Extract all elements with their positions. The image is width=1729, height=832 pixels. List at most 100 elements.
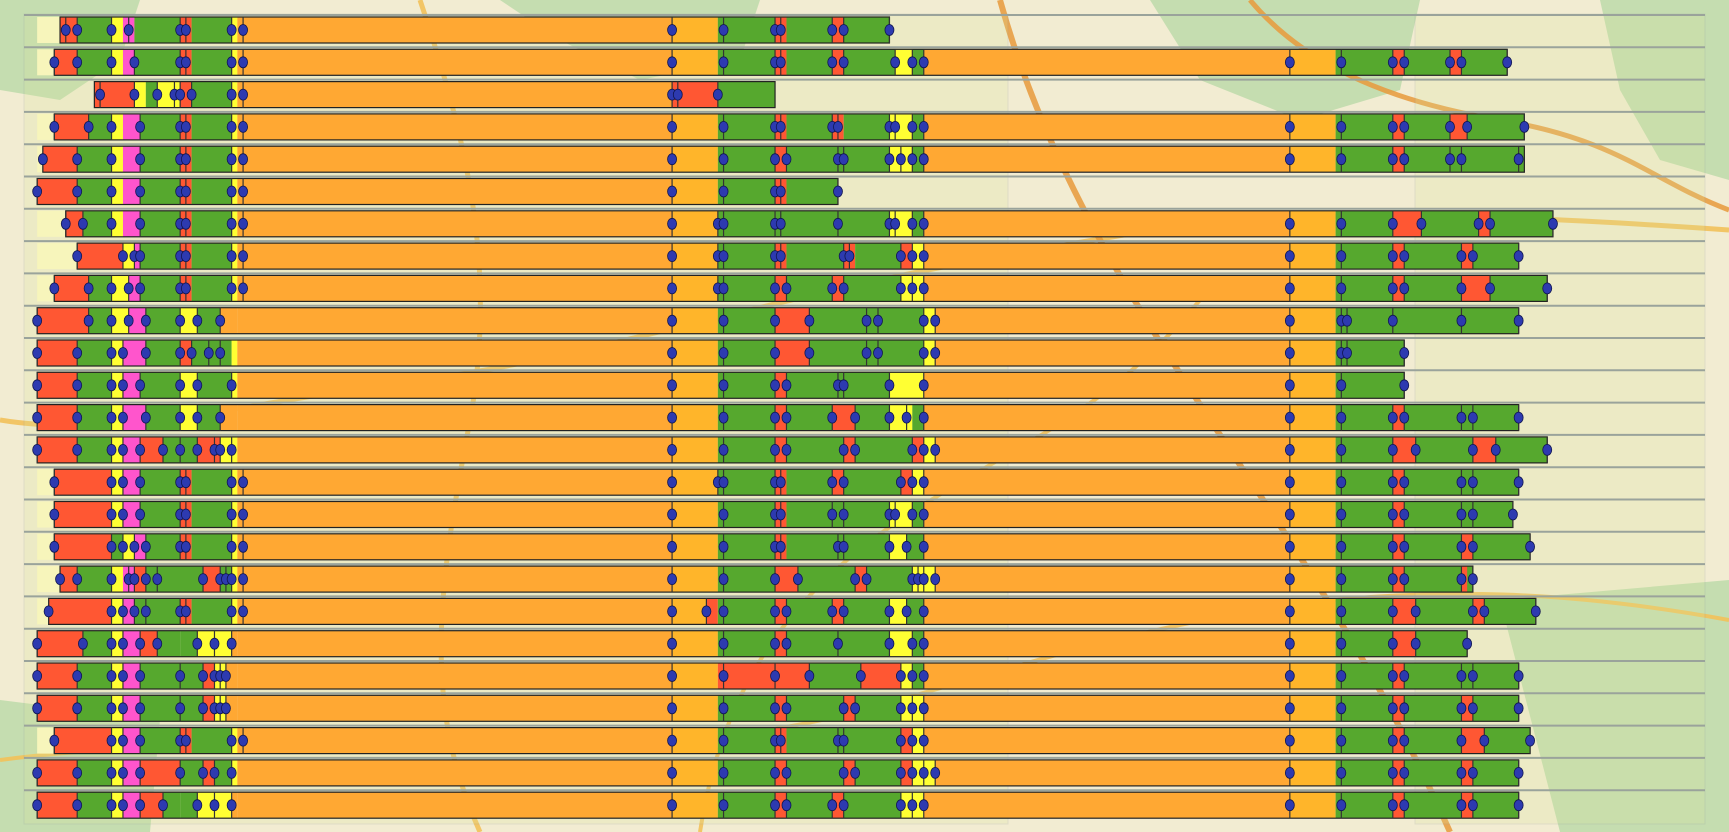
stop-node (770, 637, 780, 650)
stop-node (175, 314, 186, 327)
stop-node (140, 540, 151, 553)
segment-red (775, 695, 787, 722)
segment-cream (37, 113, 55, 140)
stop-node (175, 767, 186, 779)
stop-node (1336, 153, 1347, 166)
segment-red (37, 663, 78, 689)
stop-node (226, 637, 237, 650)
stop-node (918, 379, 929, 392)
segment-green (1404, 792, 1462, 819)
stop-node (1513, 411, 1524, 424)
stop-node (1284, 443, 1295, 456)
segment-green (786, 436, 844, 463)
stop-node (1456, 734, 1467, 747)
stop-node (1387, 56, 1398, 69)
segment-green (1415, 436, 1473, 463)
stop-node (833, 185, 843, 198)
segment-green (145, 566, 158, 593)
stop-node (209, 767, 220, 779)
segment-gold (672, 533, 718, 560)
stop-node (850, 767, 861, 779)
segment-orange (237, 17, 673, 43)
stop-node (1387, 153, 1398, 166)
segment-gold (672, 275, 718, 302)
stop-node (1467, 476, 1478, 489)
segment-yellow (889, 630, 913, 657)
stop-node (198, 767, 208, 779)
stop-node (175, 443, 186, 456)
stop-node (781, 799, 792, 812)
stop-node (890, 121, 901, 133)
stop-node (226, 185, 237, 198)
stop-node (1467, 508, 1478, 521)
stop-node (718, 185, 729, 198)
segment-orange (237, 81, 673, 108)
stop-node (238, 540, 248, 553)
segment-orange (923, 372, 1290, 399)
stop-node (180, 476, 191, 489)
segment-red (180, 340, 192, 366)
stop-node (72, 250, 83, 263)
stop-node (1410, 637, 1421, 650)
segment-red (1461, 759, 1473, 786)
stop-node (1336, 121, 1347, 133)
stop-node (238, 250, 248, 263)
segment-orange (923, 469, 1290, 496)
stop-node (1387, 282, 1398, 295)
stop-node (83, 314, 94, 327)
segment-pink (122, 792, 141, 819)
stop-node (238, 282, 248, 295)
segment-pink (122, 404, 146, 431)
stop-node (118, 411, 128, 424)
timeline-row (24, 401, 1705, 432)
stop-node (718, 379, 729, 392)
segment-red (1392, 630, 1416, 657)
stop-node (1336, 411, 1347, 424)
stop-node (672, 88, 683, 101)
segment-green (1404, 404, 1462, 431)
stop-node (890, 508, 901, 521)
stop-node (907, 217, 918, 230)
segment-red (203, 695, 215, 722)
stop-node (1456, 573, 1467, 585)
segment-pink (122, 146, 141, 173)
segment-pink (122, 436, 141, 463)
stop-node (895, 734, 906, 747)
segment-green (786, 372, 838, 399)
stop-node (106, 670, 117, 682)
segment-green (1415, 630, 1468, 657)
segment-green (197, 307, 221, 334)
stop-node (895, 767, 906, 779)
stop-node (192, 314, 203, 327)
stop-node (1508, 508, 1518, 521)
stop-node (1387, 767, 1398, 779)
segment-red (37, 404, 78, 431)
stop-node (1525, 734, 1535, 747)
segment-pink (122, 727, 141, 754)
stop-node (158, 443, 168, 456)
stop-node (775, 508, 786, 521)
stop-node (918, 121, 929, 133)
stop-node (32, 185, 43, 198)
segment-yellow (912, 469, 924, 496)
stop-node (1336, 767, 1347, 779)
stop-node (1284, 347, 1295, 359)
stop-node (175, 379, 186, 392)
stop-node (106, 24, 117, 36)
segment-green (1404, 469, 1462, 496)
stop-node (804, 314, 815, 327)
segment-gold (1289, 630, 1336, 657)
segment-red (855, 566, 867, 593)
segment-gold (672, 404, 718, 431)
stop-node (1456, 56, 1467, 69)
segment-yellow (111, 436, 123, 463)
segment-red (1461, 533, 1473, 560)
stop-node (1399, 282, 1410, 295)
segment-yellow (923, 436, 936, 463)
stop-node (838, 702, 849, 715)
segment-green (77, 49, 112, 76)
segment-yellow (111, 307, 129, 334)
stop-node (1479, 605, 1490, 618)
stop-node (140, 573, 151, 585)
